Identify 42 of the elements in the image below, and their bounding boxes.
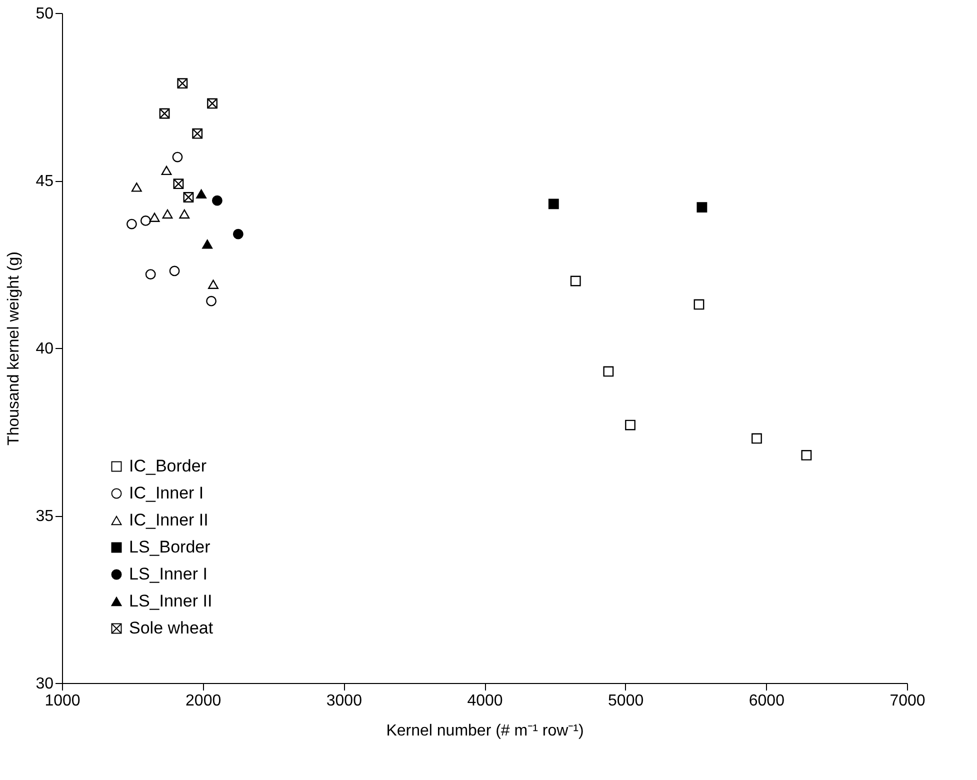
point [179, 209, 190, 219]
legend-label: LS_Inner II [129, 592, 212, 610]
point [192, 128, 203, 139]
point [149, 212, 160, 222]
point [232, 228, 244, 240]
x-tick-label: 5000 [608, 692, 644, 710]
point [208, 280, 218, 289]
x-tick-label: 7000 [890, 692, 926, 710]
legend-label: LS_Border [129, 538, 211, 556]
point [625, 420, 636, 430]
point [177, 78, 188, 89]
legend-label: IC_Border [129, 456, 207, 476]
legend-label: Sole wheat [129, 618, 214, 638]
x-tick-label: 6000 [748, 692, 785, 710]
point [696, 202, 708, 213]
point [570, 276, 581, 286]
x-tick-label: 1000 [44, 692, 80, 710]
y-tick-label: 40 [36, 340, 54, 358]
legend-label: IC_Inner I [129, 484, 204, 502]
x-axis-title: Kernel number (# m⁻¹ row⁻¹) [386, 722, 584, 740]
point [162, 209, 173, 219]
legend-label: IC_Inner II [129, 510, 208, 530]
point [212, 195, 222, 206]
x-tick-label: 4000 [467, 692, 503, 710]
x-tick-label: 3000 [326, 692, 362, 710]
y-tick-label: 35 [36, 508, 54, 525]
point [131, 182, 142, 192]
y-axis-title: Thousand kernel weight (g) [6, 252, 23, 446]
x-tick-label: 2000 [186, 692, 222, 710]
point [603, 366, 614, 377]
y-tick-label: 45 [36, 173, 54, 190]
point [207, 98, 218, 109]
point [752, 433, 762, 444]
y-tick-label: 50 [36, 6, 54, 22]
y-tick-label: 30 [36, 676, 54, 692]
point [161, 166, 172, 176]
legend-label: LS_Inner I [129, 564, 208, 584]
point [694, 299, 704, 310]
point [196, 189, 206, 198]
point [202, 240, 213, 249]
point [801, 450, 812, 460]
point [548, 198, 559, 210]
